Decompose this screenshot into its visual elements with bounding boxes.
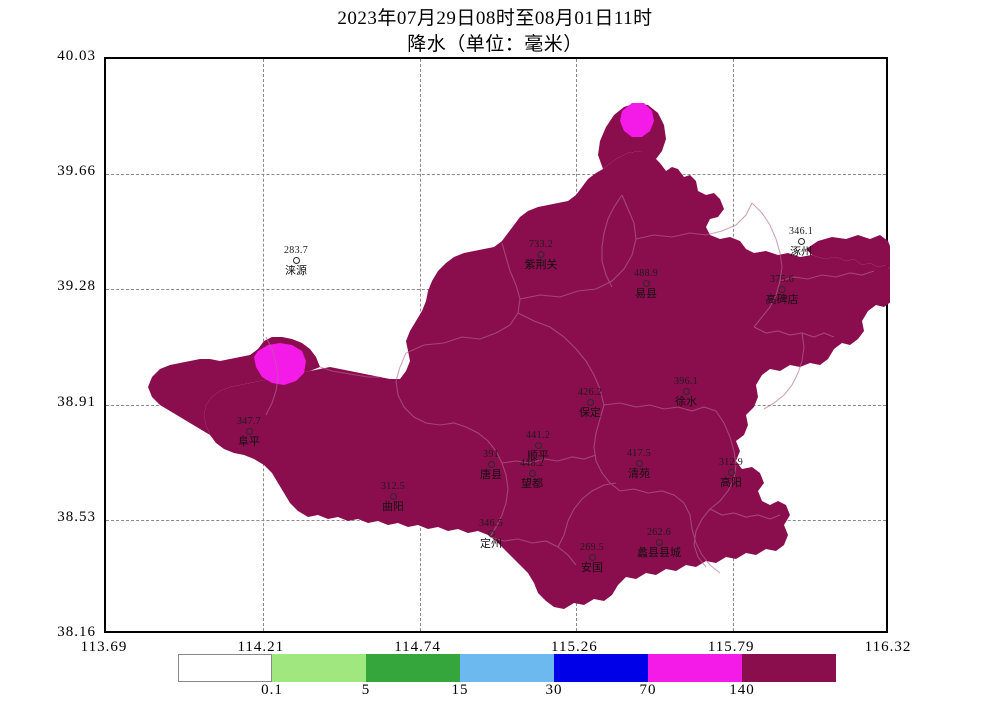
- y-tick-label: 40.03: [57, 48, 96, 64]
- county-borders: [265, 194, 875, 574]
- y-tick-label: 39.66: [57, 163, 96, 180]
- x-tick-label: 115.79: [707, 639, 755, 655]
- x-tick-label: 114.74: [394, 639, 441, 655]
- y-tick-label: 38.91: [57, 393, 96, 410]
- precip-patch-north: [620, 103, 654, 137]
- colorbar-tick-label: 15: [451, 682, 469, 698]
- precipitation-colorbar[interactable]: [178, 654, 836, 682]
- title-line-2: 降水（单位：毫米）: [407, 34, 583, 55]
- colorbar-tick-label: 30: [545, 682, 563, 698]
- y-tick-label: 38.16: [57, 624, 96, 640]
- colorbar-band[interactable]: [554, 654, 648, 682]
- colorbar-band[interactable]: [460, 654, 554, 682]
- colorbar-band[interactable]: [272, 654, 366, 682]
- colorbar-band[interactable]: [648, 654, 742, 682]
- x-tick-label: 113.69: [80, 639, 128, 655]
- colorbar-tick-label: 70: [639, 682, 657, 698]
- grid-line-horizontal: [106, 174, 886, 176]
- colorbar-tick-label: 0.1: [261, 682, 283, 698]
- colorbar-band[interactable]: [178, 654, 272, 682]
- baoding-region-map: [148, 103, 890, 609]
- colorbar-tick-label: 5: [361, 682, 371, 698]
- colorbar-band[interactable]: [366, 654, 460, 682]
- colorbar-tick-label: 140: [729, 682, 755, 698]
- x-tick-label: 115.26: [551, 639, 598, 655]
- y-tick-label: 39.28: [57, 278, 96, 295]
- region-fill: [204, 151, 890, 609]
- y-tick-label: 38.53: [57, 508, 96, 525]
- region-east-lobe: [806, 235, 890, 269]
- colorbar-band[interactable]: [742, 654, 836, 682]
- x-tick-label: 116.32: [864, 639, 912, 655]
- precip-patch-west: [254, 343, 306, 385]
- title-line-1: 2023年07月29日08时至08月01日11时: [337, 8, 653, 29]
- chart-title: 2023年07月29日08时至08月01日11时 降水（单位：毫米）: [0, 6, 990, 58]
- colorbar-tick-labels: 0.1 5 15 30 70 140: [178, 682, 836, 704]
- x-tick-label: 114.21: [237, 639, 285, 655]
- map-plot-area: 283.7 涞源 733.2 紫荆关 488.9 易县 346.1 涿州 375.6 高碑店 347…: [104, 57, 890, 633]
